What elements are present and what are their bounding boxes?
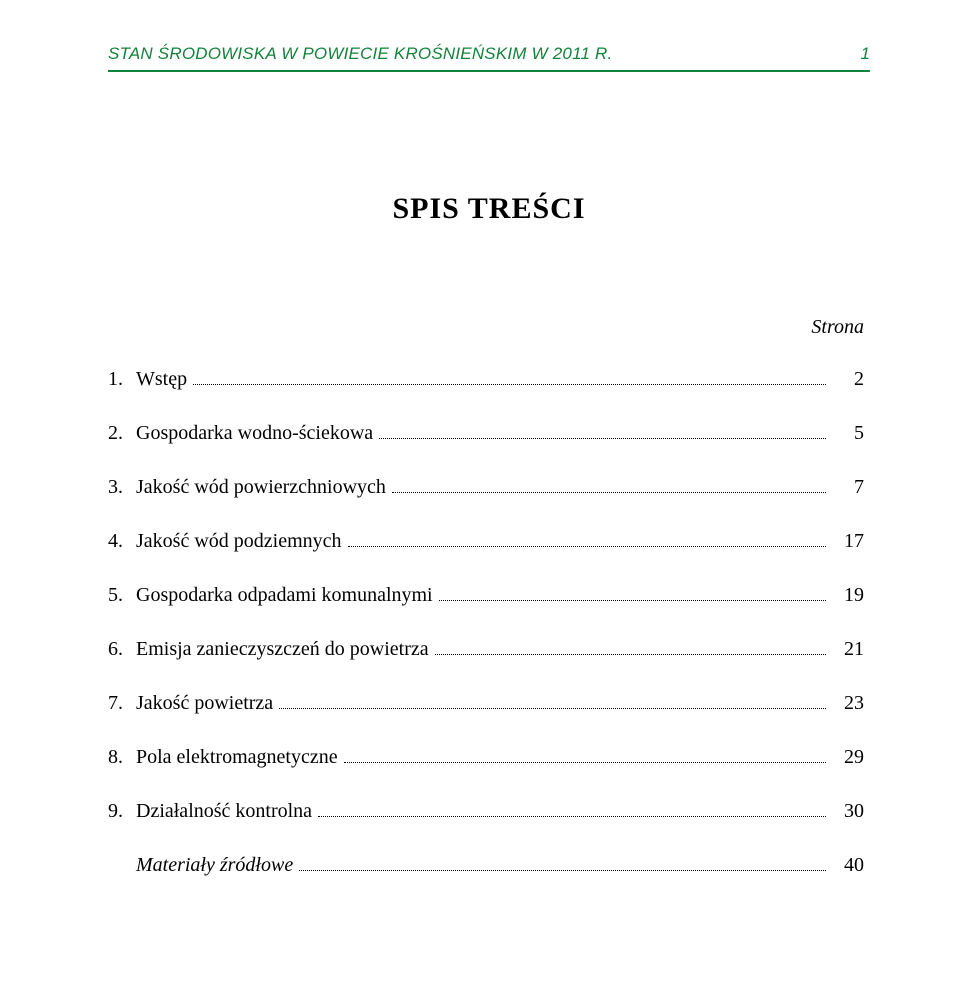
toc-number: 4. <box>108 527 136 555</box>
document-title: SPIS TREŚCI <box>108 192 870 226</box>
toc-number: 1. <box>108 365 136 393</box>
toc-page: 5 <box>832 419 870 447</box>
toc-row: 7. Jakość powietrza 23 <box>108 689 870 717</box>
toc-number: 3. <box>108 473 136 501</box>
toc-number: 6. <box>108 635 136 663</box>
toc-row: 4. Jakość wód podziemnych 17 <box>108 527 870 555</box>
toc-row: 5. Gospodarka odpadami komunalnymi 19 <box>108 581 870 609</box>
page: STAN ŚRODOWISKA W POWIECIE KROŚNIEŃSKIM … <box>0 0 960 984</box>
toc-number: 9. <box>108 797 136 825</box>
toc-number: 8. <box>108 743 136 771</box>
toc-row: 3. Jakość wód powierzchniowych 7 <box>108 473 870 501</box>
page-column-label: Strona <box>108 316 870 339</box>
toc-leader-dots <box>439 585 826 601</box>
toc-leader-dots <box>379 423 826 439</box>
toc-label: Jakość powietrza <box>136 689 273 717</box>
toc-page: 21 <box>832 635 870 663</box>
toc-page: 19 <box>832 581 870 609</box>
toc-leader-dots <box>299 855 826 871</box>
toc-label: Pola elektromagnetyczne <box>136 743 338 771</box>
toc-label: Gospodarka wodno-ściekowa <box>136 419 373 447</box>
toc-leader-dots <box>279 693 826 709</box>
header-page-number: 1 <box>861 44 870 64</box>
toc-leader-dots <box>193 369 826 385</box>
toc-leader-dots <box>435 639 826 655</box>
header-rule <box>108 70 870 72</box>
toc-label: Działalność kontrolna <box>136 797 312 825</box>
toc-page: 29 <box>832 743 870 771</box>
toc-page: 2 <box>832 365 870 393</box>
running-header: STAN ŚRODOWISKA W POWIECIE KROŚNIEŃSKIM … <box>108 44 870 64</box>
toc-leader-dots <box>392 477 826 493</box>
toc-row: 8. Pola elektromagnetyczne 29 <box>108 743 870 771</box>
toc-page: 30 <box>832 797 870 825</box>
toc-label: Wstęp <box>136 365 187 393</box>
toc-number: 5. <box>108 581 136 609</box>
toc-leader-dots <box>344 747 826 763</box>
toc-page: 40 <box>832 851 870 879</box>
toc-page: 17 <box>832 527 870 555</box>
header-title: STAN ŚRODOWISKA W POWIECIE KROŚNIEŃSKIM … <box>108 44 612 64</box>
toc-row: 1. Wstęp 2 <box>108 365 870 393</box>
toc-page: 7 <box>832 473 870 501</box>
toc-label: Gospodarka odpadami komunalnymi <box>136 581 433 609</box>
toc-number: 7. <box>108 689 136 717</box>
table-of-contents: 1. Wstęp 2 2. Gospodarka wodno-ściekowa … <box>108 365 870 879</box>
toc-row: 6. Emisja zanieczyszczeń do powietrza 21 <box>108 635 870 663</box>
toc-page: 23 <box>832 689 870 717</box>
toc-row-materials: Materiały źródłowe 40 <box>108 851 870 879</box>
toc-row: 2. Gospodarka wodno-ściekowa 5 <box>108 419 870 447</box>
toc-leader-dots <box>318 801 826 817</box>
toc-number: 2. <box>108 419 136 447</box>
toc-label: Jakość wód podziemnych <box>136 527 342 555</box>
toc-row: 9. Działalność kontrolna 30 <box>108 797 870 825</box>
toc-leader-dots <box>348 531 826 547</box>
toc-label: Emisja zanieczyszczeń do powietrza <box>136 635 429 663</box>
toc-label: Jakość wód powierzchniowych <box>136 473 386 501</box>
toc-label: Materiały źródłowe <box>136 851 293 879</box>
